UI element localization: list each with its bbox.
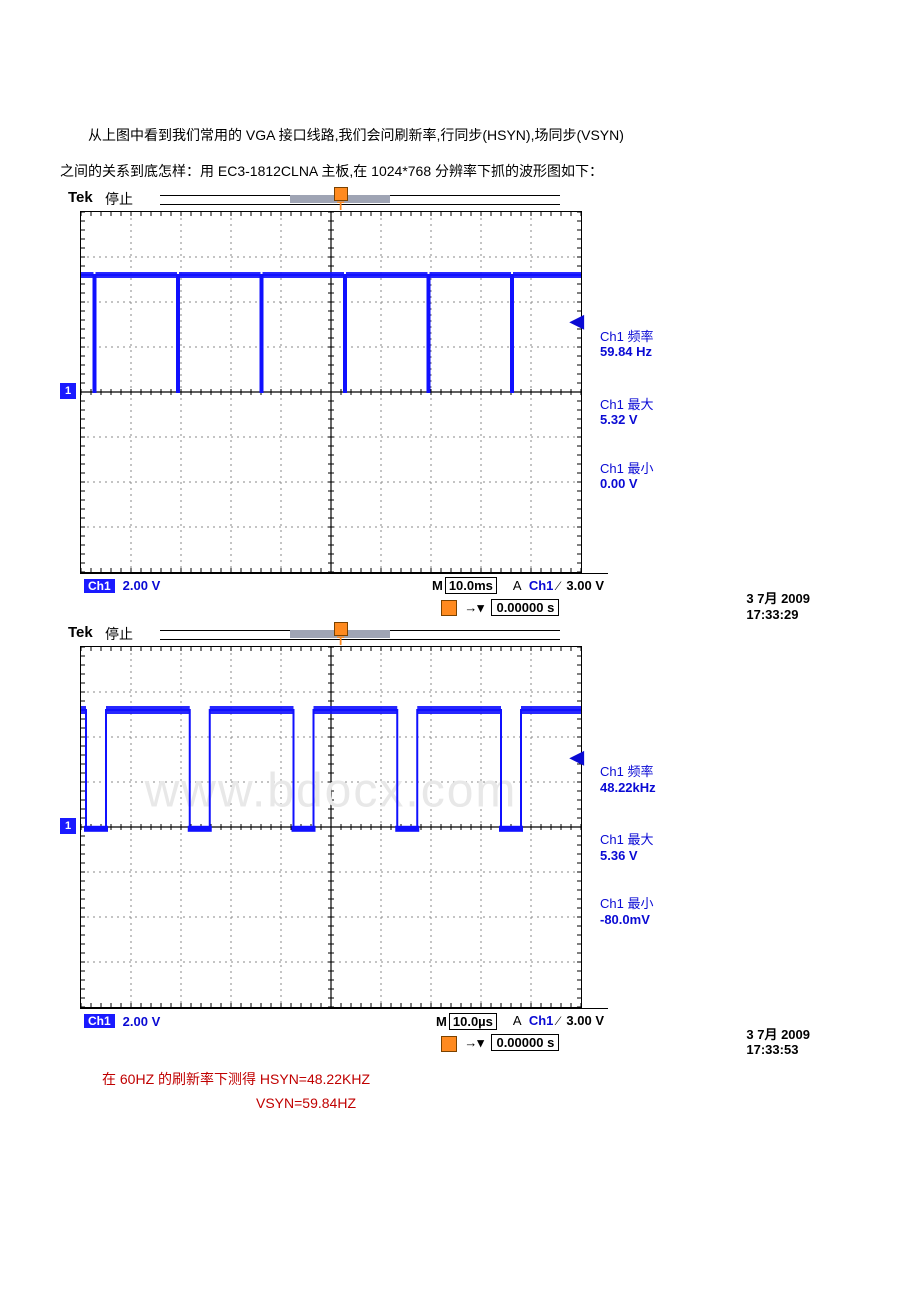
oscilloscope-screenshot: Tek 停止 T 1 ◀ Ch1 频率 59.84 bbox=[60, 187, 760, 617]
channel-badge: 1 bbox=[60, 818, 76, 834]
document-page: 从上图中看到我们常用的 VGA 接口线路,我们会问刷新率,行同步(HSYN),场… bbox=[0, 0, 920, 1176]
time-per-div: M10.0ms bbox=[432, 578, 499, 593]
measurement-value: 48.22kHz bbox=[600, 780, 656, 796]
intro-paragraph-2: 之间的关系到底怎样：用 EC3-1812CLNA 主板,在 1024*768 分… bbox=[60, 160, 860, 182]
time-per-div: M10.0µs bbox=[436, 1014, 499, 1029]
measurement-readout: Ch1 最小 0.00 V bbox=[600, 461, 653, 492]
measurements-panel: ◀ Ch1 频率 48.22kHz Ch1 最大 5.36 V Ch1 最小 -… bbox=[582, 646, 750, 1006]
measurement-label: Ch1 最小 bbox=[600, 461, 653, 477]
trigger-info: A Ch1 ⁄ 3.00 V bbox=[513, 578, 604, 594]
channel-label: Ch1 bbox=[84, 579, 115, 593]
measurement-label: Ch1 最小 bbox=[600, 896, 653, 912]
conclusion-line-2: VSYN=59.84HZ bbox=[60, 1092, 860, 1116]
measurement-value: 59.84 Hz bbox=[600, 344, 653, 360]
measurements-panel: ◀ Ch1 频率 59.84 Hz Ch1 最大 5.32 V Ch1 最小 0… bbox=[582, 211, 750, 571]
waveform-grid: www.bdocx.com bbox=[80, 646, 582, 1008]
scope-header: Tek 停止 T bbox=[60, 187, 760, 211]
arrow-icon: →▾ bbox=[464, 600, 484, 615]
date-text: 3 7月 2009 bbox=[746, 1027, 810, 1043]
measurement-label: Ch1 频率 bbox=[600, 329, 653, 345]
volts-per-div: 2.00 V bbox=[123, 578, 161, 593]
intro-paragraph-1: 从上图中看到我们常用的 VGA 接口线路,我们会问刷新率,行同步(HSYN),场… bbox=[60, 124, 860, 146]
arrow-icon: →▾ bbox=[464, 1035, 484, 1050]
scope-footer: Ch1 2.00 V M10.0ms A Ch1 ⁄ 3.00 V bbox=[80, 573, 608, 596]
scope-body: 1 ◀ Ch1 频率 59.84 Hz Ch1 最大 5.32 V Ch1 最小… bbox=[60, 211, 760, 573]
trigger-delay-row: →▾ 0.00000 s bbox=[60, 1031, 760, 1052]
measurement-label: Ch1 最大 bbox=[600, 397, 653, 413]
oscilloscope-figures: Tek 停止 T 1 ◀ Ch1 频率 59.84 bbox=[60, 187, 860, 1052]
brand-label: Tek bbox=[68, 624, 93, 641]
trigger-delay-value: 0.00000 s bbox=[491, 599, 559, 616]
scope-footer: Ch1 2.00 V M10.0µs A Ch1 ⁄ 3.00 V bbox=[80, 1008, 608, 1031]
waveform-trace bbox=[81, 647, 581, 1007]
channel-badge: 1 bbox=[60, 383, 76, 399]
measurement-readout: Ch1 最大 5.32 V bbox=[600, 397, 653, 428]
measurement-readout: Ch1 频率 59.84 Hz bbox=[600, 329, 653, 360]
measurement-value: 5.32 V bbox=[600, 412, 653, 428]
scope-body: 1 www.bdocx.com ◀ Ch1 频率 48.22kHz Ch1 最大… bbox=[60, 646, 760, 1008]
trigger-position-marker: T bbox=[334, 187, 348, 207]
trigger-t-icon bbox=[441, 1036, 457, 1052]
measurement-label: Ch1 最大 bbox=[600, 832, 653, 848]
measurement-readout: Ch1 频率 48.22kHz bbox=[600, 764, 656, 795]
trigger-level-arrow: ◀ bbox=[570, 747, 584, 768]
time-text: 17:33:29 bbox=[746, 607, 810, 623]
trigger-t-icon bbox=[441, 600, 457, 616]
timestamp: 3 7月 2009 17:33:53 bbox=[746, 1027, 810, 1058]
measurement-readout: Ch1 最大 5.36 V bbox=[600, 832, 653, 863]
trigger-position-marker: T bbox=[334, 622, 348, 642]
run-state: 停止 bbox=[105, 624, 133, 644]
conclusion-line-1: 在 60HZ 的刷新率下测得 HSYN=48.22KHZ bbox=[60, 1068, 860, 1092]
time-text: 17:33:53 bbox=[746, 1042, 810, 1058]
trigger-delay-row: →▾ 0.00000 s bbox=[60, 596, 760, 617]
volts-per-div: 2.00 V bbox=[123, 1014, 161, 1029]
conclusion-block: 在 60HZ 的刷新率下测得 HSYN=48.22KHZ VSYN=59.84H… bbox=[60, 1068, 860, 1116]
channel-label: Ch1 bbox=[84, 1014, 115, 1028]
channel-zero-marker-col: 1 bbox=[60, 211, 80, 571]
scope-header: Tek 停止 T bbox=[60, 622, 760, 646]
trigger-level-arrow: ◀ bbox=[570, 311, 584, 332]
brand-label: Tek bbox=[68, 189, 93, 206]
waveform-trace bbox=[81, 212, 581, 572]
run-state: 停止 bbox=[105, 189, 133, 209]
measurement-readout: Ch1 最小 -80.0mV bbox=[600, 896, 653, 927]
date-text: 3 7月 2009 bbox=[746, 591, 810, 607]
channel-zero-marker-col: 1 bbox=[60, 646, 80, 1006]
trigger-info: A Ch1 ⁄ 3.00 V bbox=[513, 1013, 604, 1029]
trigger-delay-value: 0.00000 s bbox=[491, 1034, 559, 1051]
measurement-label: Ch1 频率 bbox=[600, 764, 656, 780]
measurement-value: -80.0mV bbox=[600, 912, 653, 928]
measurement-value: 5.36 V bbox=[600, 848, 653, 864]
measurement-value: 0.00 V bbox=[600, 476, 653, 492]
waveform-grid bbox=[80, 211, 582, 573]
timestamp: 3 7月 2009 17:33:29 bbox=[746, 591, 810, 622]
oscilloscope-screenshot: Tek 停止 T 1 www.bdocx.com ◀ Ch1 频率 bbox=[60, 622, 760, 1052]
